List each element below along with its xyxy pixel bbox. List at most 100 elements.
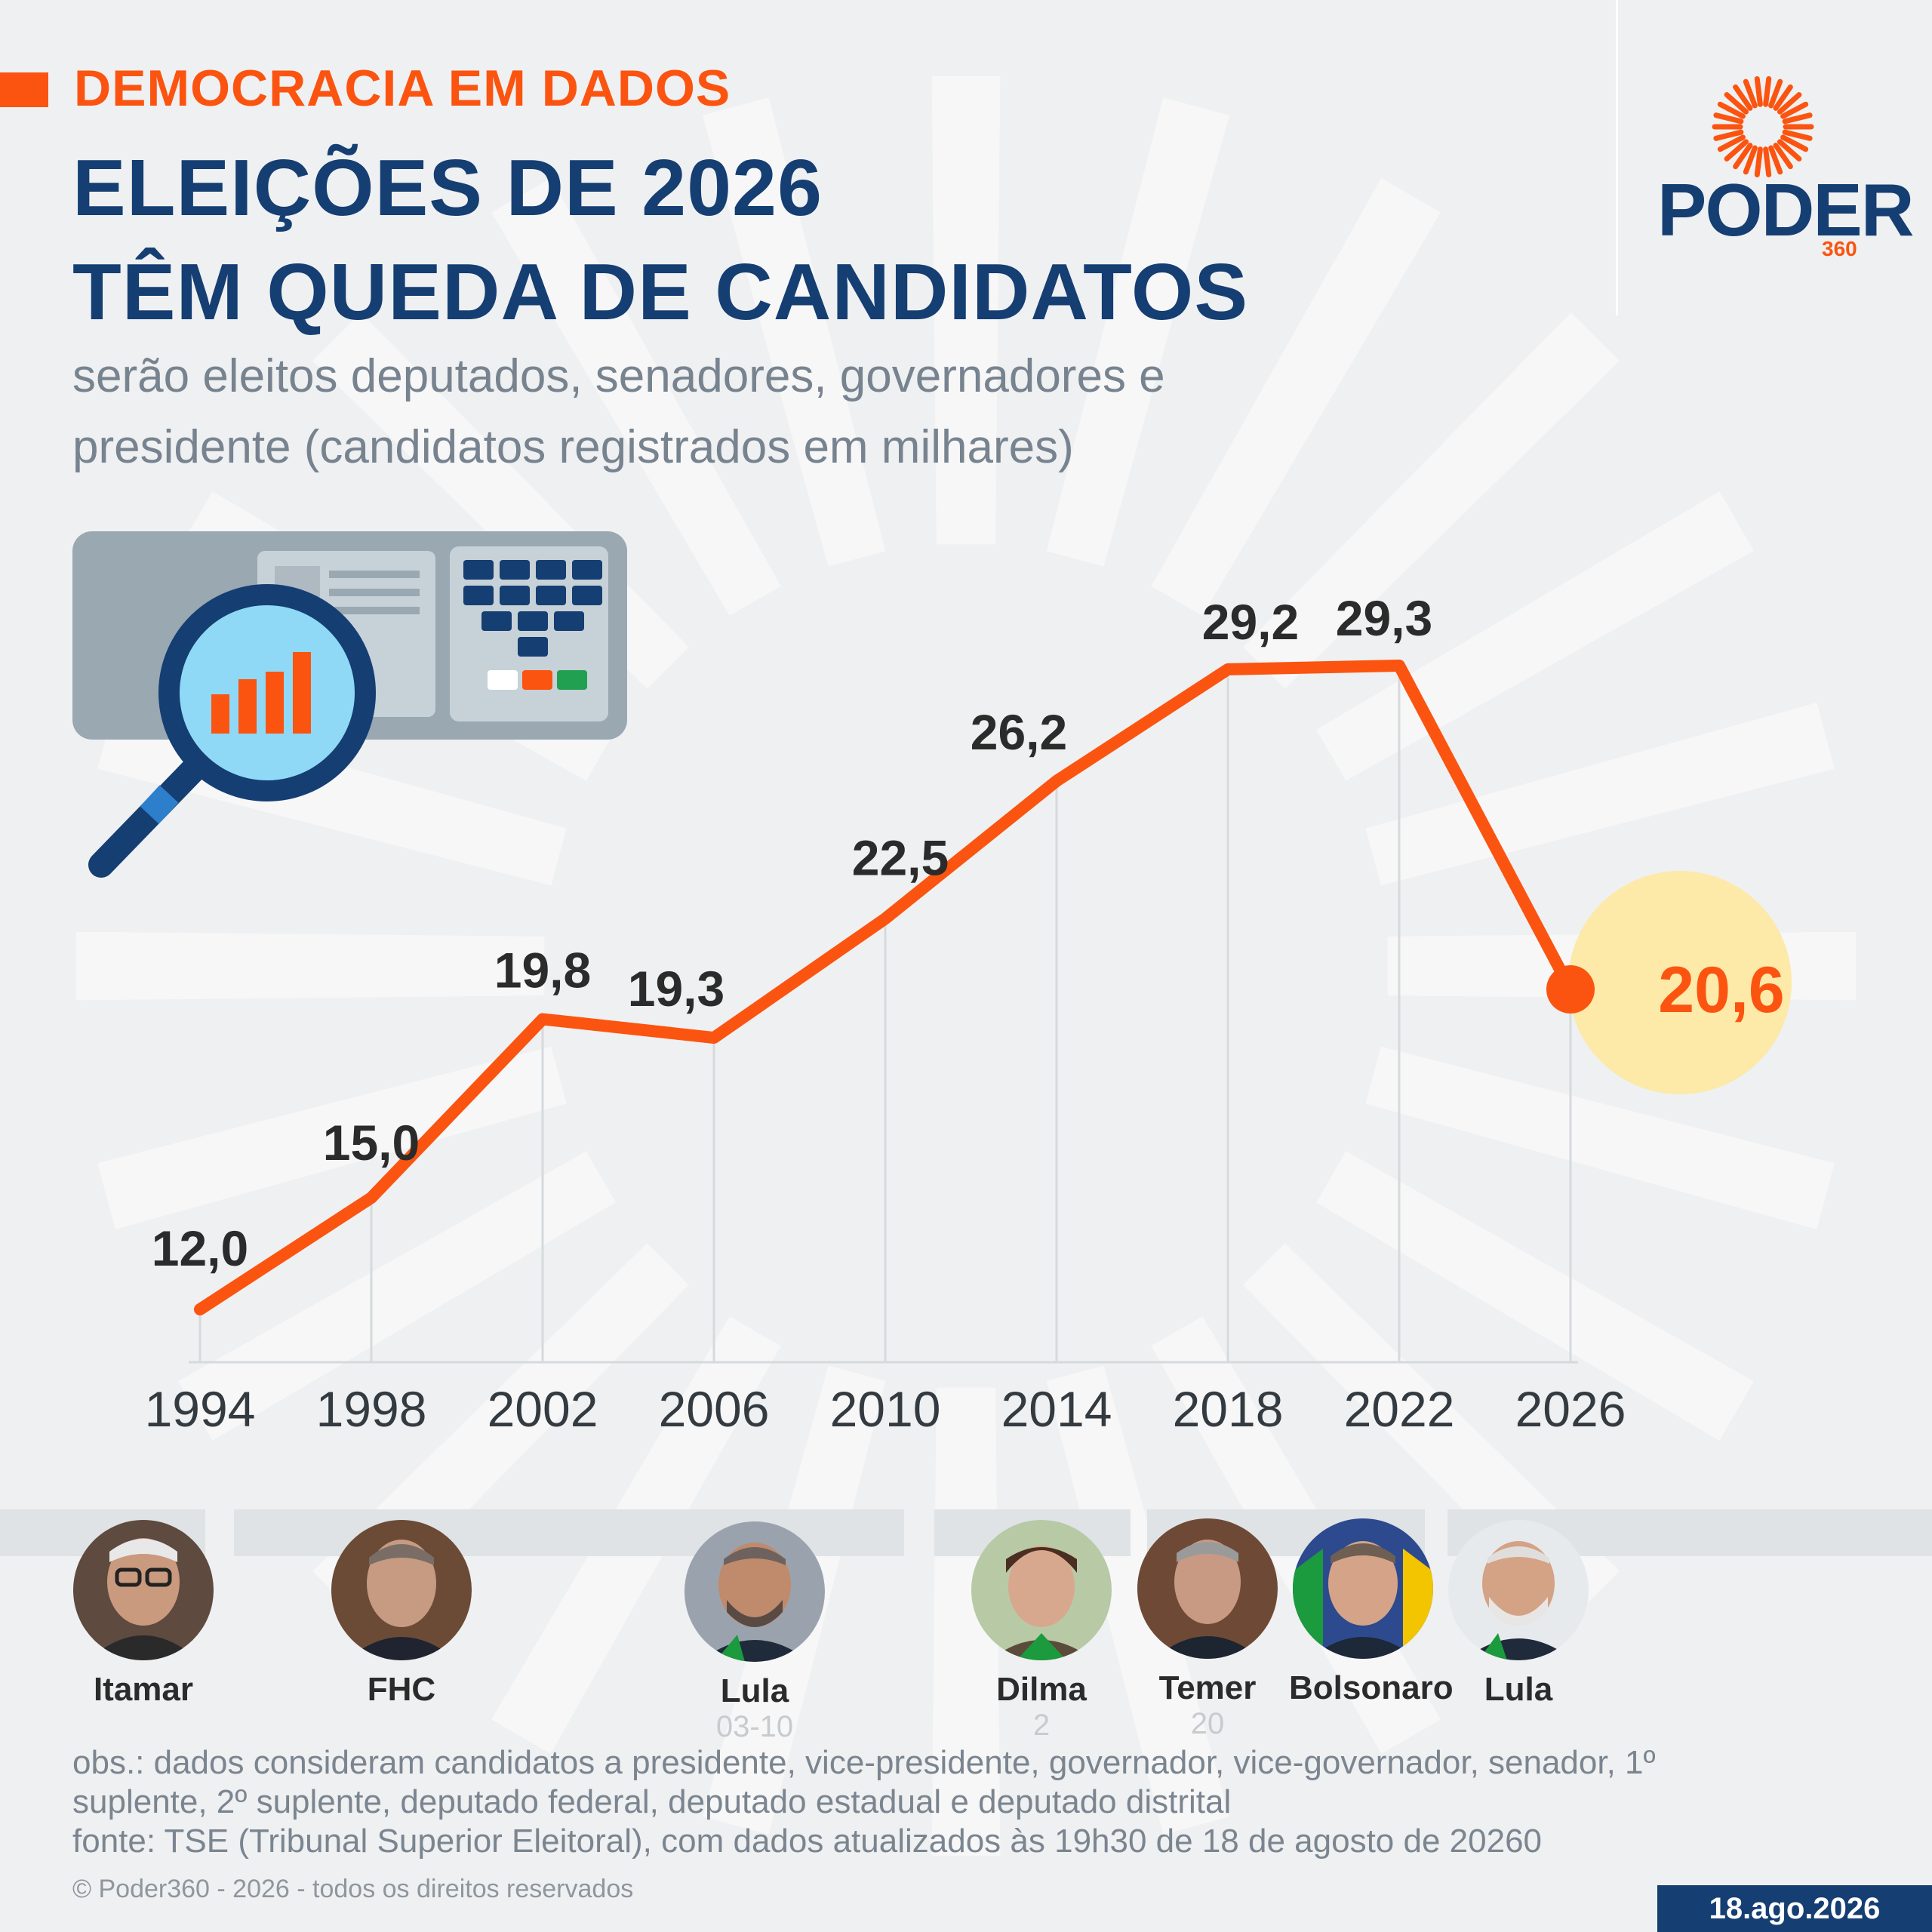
- background-ray: [1365, 702, 1835, 886]
- logo-ray: [1777, 92, 1802, 115]
- logo-ray: [1773, 84, 1793, 111]
- x-tick-label: 2010: [830, 1381, 941, 1437]
- president-dilma: Dilma 2: [968, 1520, 1115, 1743]
- title-line-1: ELEIÇÕES DE 2026: [72, 143, 823, 232]
- copyright: © Poder360 - 2026 - todos os direitos re…: [72, 1875, 634, 1903]
- x-tick-label: 2026: [1515, 1381, 1626, 1437]
- logo-ray: [1782, 112, 1813, 125]
- x-tick-label: 2002: [488, 1381, 598, 1437]
- logo-ray: [1754, 75, 1763, 107]
- title-line-2: TÊM QUEDA DE CANDIDATOS: [72, 248, 1249, 337]
- president-lula-2003: Lula 03-10: [681, 1521, 829, 1744]
- subtitle-line-1: serão eleitos deputados, senadores, gove…: [72, 350, 1165, 402]
- data-label: 29,3: [1336, 590, 1432, 646]
- logo-ray: [1713, 129, 1744, 141]
- background-ray: [702, 97, 886, 567]
- logo-ray: [1743, 145, 1758, 175]
- logo-ray: [1733, 143, 1753, 170]
- logo-ray: [1713, 112, 1744, 125]
- x-tick-label: 2006: [659, 1381, 770, 1437]
- logo-ray: [1724, 92, 1749, 115]
- term-years-faded: 2: [1032, 1709, 1051, 1742]
- logo-ray: [1724, 139, 1749, 162]
- president-name: FHC: [367, 1671, 436, 1708]
- logo-ray: [1717, 101, 1746, 119]
- avatar: [331, 1520, 472, 1660]
- background-ray: [931, 75, 1001, 545]
- president-name: Dilma: [996, 1671, 1087, 1708]
- page-subtitle: serão eleitos deputados, senadores, gove…: [72, 341, 1165, 483]
- logo-ray: [1754, 146, 1763, 178]
- series-line: [194, 660, 1577, 1315]
- logo-ray: [1768, 78, 1783, 109]
- data-label: 22,5: [852, 829, 949, 885]
- logo-ray: [1780, 134, 1809, 152]
- source-line: fonte: TSE (Tribunal Superior Eleitoral)…: [72, 1823, 1543, 1860]
- obs-line-2: suplente, 2º suplente, deputado federal,…: [72, 1783, 1232, 1820]
- data-label: 19,3: [628, 961, 724, 1017]
- data-label-highlight: 20,6: [1658, 954, 1784, 1026]
- background-ray: [931, 1387, 1001, 1857]
- kicker-label: DEMOCRACIA EM DADOS: [74, 60, 731, 117]
- president-name: Lula: [720, 1672, 789, 1709]
- president-name: Temer: [1158, 1669, 1257, 1706]
- highlight-circle: [1568, 871, 1792, 1094]
- footnotes: obs.: dados consideram candidatos a pres…: [72, 1743, 1656, 1861]
- data-label: 26,2: [971, 704, 1067, 760]
- avatar: [1293, 1518, 1433, 1659]
- background-ray: [1243, 312, 1620, 689]
- header-separator: [1616, 0, 1618, 315]
- data-label: 12,0: [152, 1220, 248, 1276]
- avatar: [1448, 1520, 1589, 1660]
- background-ray: [491, 178, 781, 616]
- logo-wordmark: PODER: [1657, 168, 1915, 251]
- logo-suffix: 360: [1822, 237, 1857, 260]
- logo-ray: [1780, 101, 1809, 119]
- sun-rays-icon: [1712, 75, 1814, 178]
- date-badge: 18.ago.2026: [1657, 1885, 1932, 1932]
- logo-ray: [1743, 78, 1758, 109]
- president-lula-2023: Lula: [1444, 1520, 1592, 1709]
- president-fhc: FHC: [328, 1520, 475, 1709]
- background-ray: [75, 931, 545, 1001]
- background-ray: [1316, 1151, 1754, 1441]
- president-name: Bolsonaro: [1289, 1669, 1454, 1706]
- data-label: 29,2: [1202, 594, 1299, 650]
- avatar: [971, 1520, 1112, 1660]
- avatar: [1137, 1518, 1278, 1659]
- logo-ray: [1763, 146, 1772, 178]
- kicker-marker: [0, 72, 48, 107]
- logo-ray: [1777, 139, 1802, 162]
- president-itamar: Itamar: [69, 1520, 217, 1709]
- president-bolsonaro: Bolsonaro: [1289, 1518, 1454, 1707]
- obs-line-1: obs.: dados consideram candidatos a pres…: [72, 1744, 1656, 1781]
- x-tick-label: 1998: [316, 1381, 427, 1437]
- logo-ray: [1717, 134, 1746, 152]
- page-title: ELEIÇÕES DE 2026 TÊM QUEDA DE CANDIDATOS: [72, 136, 1248, 344]
- avatar: [685, 1521, 825, 1662]
- x-tick-label: 2018: [1173, 1381, 1284, 1437]
- voting-machine-magnifier-icon: [72, 531, 627, 878]
- president-name: Itamar: [93, 1671, 194, 1708]
- avatar: [73, 1520, 214, 1660]
- logo-ray: [1782, 129, 1813, 141]
- logo-ray: [1763, 75, 1772, 107]
- background-ray: [97, 1046, 567, 1230]
- background-ray: [1151, 178, 1441, 616]
- x-tick-label: 1994: [145, 1381, 256, 1437]
- background-ray: [1046, 97, 1230, 567]
- term-years-faded: 03-10: [715, 1710, 794, 1743]
- background-ray: [1365, 1046, 1835, 1230]
- x-tick-label: 2014: [1001, 1381, 1112, 1437]
- background-ray: [178, 1151, 616, 1441]
- president-name: Lula: [1484, 1671, 1553, 1708]
- term-years-faded: 20: [1190, 1707, 1225, 1740]
- subtitle-line-2: presidente (candidatos registrados em mi…: [72, 421, 1074, 473]
- president-temer: Temer 20: [1134, 1518, 1281, 1741]
- logo-ray: [1768, 145, 1783, 175]
- logo-ray: [1733, 84, 1753, 111]
- logo-ray: [1773, 143, 1793, 170]
- data-label: 15,0: [323, 1115, 420, 1171]
- data-label: 19,8: [494, 942, 591, 998]
